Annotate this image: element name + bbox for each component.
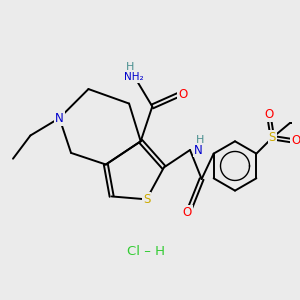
Text: O: O — [291, 134, 300, 147]
Text: O: O — [182, 206, 192, 219]
Text: N: N — [55, 112, 64, 124]
Text: S: S — [143, 193, 150, 206]
Text: NH₂: NH₂ — [124, 72, 143, 82]
Text: Cl – H: Cl – H — [128, 245, 166, 258]
Text: H: H — [126, 62, 135, 72]
Text: O: O — [178, 88, 188, 101]
Text: N: N — [194, 143, 202, 157]
Text: H: H — [196, 135, 204, 145]
Text: O: O — [265, 108, 274, 121]
Text: S: S — [268, 131, 276, 144]
